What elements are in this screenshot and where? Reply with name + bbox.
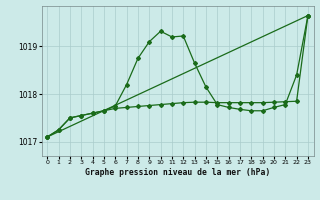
X-axis label: Graphe pression niveau de la mer (hPa): Graphe pression niveau de la mer (hPa) <box>85 168 270 177</box>
